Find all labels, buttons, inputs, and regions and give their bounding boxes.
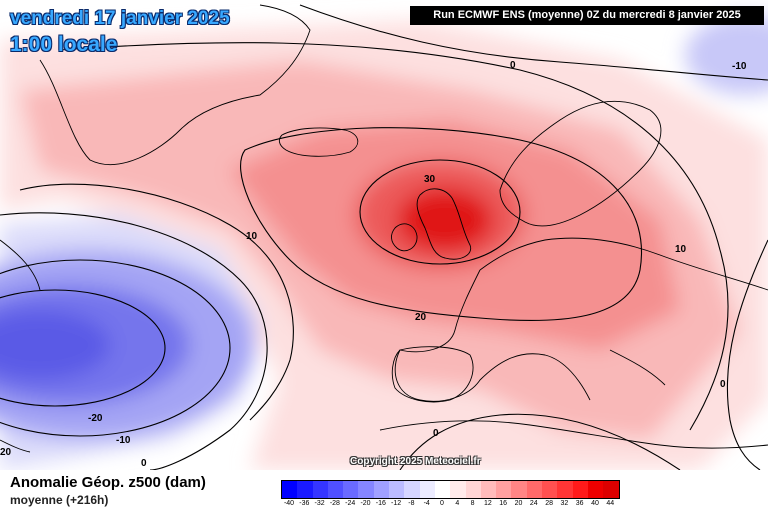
color-scale-tick: 8	[470, 500, 475, 507]
color-scale-swatch	[434, 481, 451, 498]
contour-label: -10	[732, 61, 747, 72]
contour-20	[240, 127, 642, 322]
color-scale-swatch	[282, 481, 298, 498]
north-america-coast	[0, 239, 41, 453]
copyright-notice: Copyright 2025 Meteociel.fr	[350, 456, 481, 467]
color-scale-swatch	[389, 481, 405, 498]
europe-mainland	[394, 237, 768, 402]
color-scale-swatch	[572, 481, 588, 498]
british-isles	[416, 188, 472, 260]
color-scale-swatch	[327, 481, 344, 498]
contour-0-east	[726, 239, 768, 470]
negative-anomaly-core	[0, 310, 110, 380]
color-scale-tick: 16	[499, 500, 508, 507]
color-scale-swatch	[496, 481, 512, 498]
color-scale-tick: -8	[408, 500, 415, 507]
color-scale-tick: 20	[514, 500, 523, 507]
iceland-coast	[278, 127, 359, 157]
contour-label: 10	[246, 231, 258, 242]
contour-minus10	[0, 259, 231, 437]
contour-30	[359, 159, 521, 265]
contour-label: 30	[424, 174, 436, 185]
color-scale-tick: -36	[299, 500, 310, 507]
color-scale-swatch	[480, 481, 497, 498]
anomaly-map: 30 20 10 0 -10 -20 -10 0 0 0 20 10	[0, 4, 768, 470]
contour-label: 0	[720, 379, 726, 390]
contour-labels: 30 20 10 0 -10 -20 -10 0 0 0 20 10	[0, 60, 747, 469]
color-scale-swatch	[419, 481, 435, 498]
contour-minus20	[0, 289, 166, 407]
color-scale-tick: 12	[483, 500, 492, 507]
color-scale-swatch	[557, 481, 573, 498]
color-scale-tick: -4	[423, 500, 430, 507]
legend-title: Anomalie Géop. z500 (dam)	[10, 474, 206, 491]
color-scale-swatch	[343, 481, 359, 498]
color-scale-tick: 24	[529, 500, 538, 507]
contour-label: 0	[141, 458, 147, 469]
color-scale-tick: -32	[314, 500, 325, 507]
color-scale-tick: 4	[455, 500, 460, 507]
color-scale-swatch	[526, 481, 543, 498]
color-scale-swatch	[358, 481, 374, 498]
color-scale-swatch	[404, 481, 420, 498]
color-scale	[281, 480, 620, 499]
contour-label: -10	[116, 435, 131, 446]
color-scale-tick: 44	[606, 500, 615, 507]
color-scale-swatch	[603, 481, 619, 498]
anomaly-shading	[0, 15, 768, 470]
greenland-coast	[39, 4, 311, 165]
contour-label: -20	[88, 413, 103, 424]
color-scale-tick: -12	[391, 500, 402, 507]
contour-10-west	[19, 183, 294, 421]
color-scale-swatch	[297, 481, 313, 498]
model-run-banner: Run ECMWF ENS (moyenne) 0Z du mercredi 8…	[410, 6, 764, 25]
contour-label: 0	[510, 60, 516, 71]
contour-lines	[0, 4, 768, 470]
contour-0	[0, 212, 268, 470]
color-scale-tick: 32	[560, 500, 569, 507]
color-scale-swatch	[465, 481, 481, 498]
contour-label: 20	[415, 312, 427, 323]
coastlines	[0, 4, 768, 453]
color-scale-tick: -20	[360, 500, 371, 507]
contour-10	[59, 42, 729, 431]
scandinavia	[499, 100, 662, 227]
color-scale-tick: -24	[345, 500, 356, 507]
color-scale-labels: -40 -36 -32 -28 -24 -20 -16 -12 -8 -4 0 4 8 12 16 20 24 2…	[281, 500, 617, 510]
ireland	[391, 223, 418, 252]
forecast-date: vendredi 17 janvier 2025	[10, 8, 230, 29]
color-scale-swatch	[450, 481, 466, 498]
color-scale-tick: -40	[283, 500, 295, 507]
color-scale-tick: -28	[329, 500, 340, 507]
color-scale-swatch	[373, 481, 390, 498]
contour-0-north	[299, 4, 768, 81]
color-scale-swatch	[312, 481, 328, 498]
color-scale-tick: 0	[440, 500, 444, 507]
color-scale-tick: -16	[375, 500, 386, 507]
iberia	[391, 346, 474, 403]
color-scale-swatch	[542, 481, 558, 498]
contour-label: 20	[0, 447, 12, 458]
forecast-time: 1:00 locale	[10, 33, 118, 56]
north-africa	[379, 420, 768, 449]
contour-label: 10	[675, 244, 687, 255]
legend-subtitle: moyenne (+216h)	[10, 493, 109, 507]
positive-anomaly-core	[397, 188, 493, 252]
color-scale-tick: 36	[575, 500, 584, 507]
color-scale-tick: 28	[545, 500, 553, 507]
contour-label: 0	[433, 428, 439, 439]
color-scale-swatch	[587, 481, 604, 498]
color-scale-swatch	[511, 481, 527, 498]
color-scale-tick: 40	[591, 500, 599, 507]
